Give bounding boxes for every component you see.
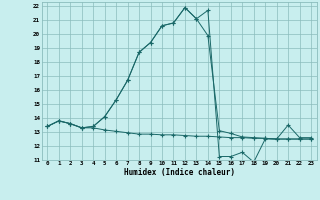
X-axis label: Humidex (Indice chaleur): Humidex (Indice chaleur) (124, 168, 235, 177)
